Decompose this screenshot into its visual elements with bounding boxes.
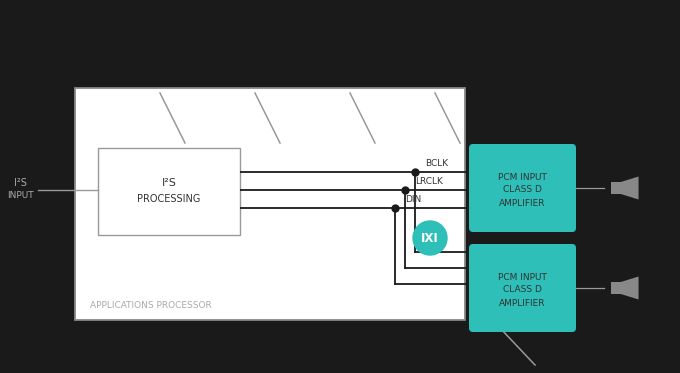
Text: AMPLIFIER: AMPLIFIER <box>499 298 546 307</box>
Circle shape <box>413 221 447 255</box>
Text: INPUT: INPUT <box>7 191 33 201</box>
Text: APPLICATIONS PROCESSOR: APPLICATIONS PROCESSOR <box>90 301 211 310</box>
Text: I²S: I²S <box>162 179 176 188</box>
Text: AMPLIFIER: AMPLIFIER <box>499 198 546 207</box>
Text: PCM INPUT: PCM INPUT <box>498 273 547 282</box>
Text: PROCESSING: PROCESSING <box>137 194 201 204</box>
Text: PCM INPUT: PCM INPUT <box>498 172 547 182</box>
FancyBboxPatch shape <box>98 148 240 235</box>
Text: IXI: IXI <box>421 232 439 244</box>
FancyBboxPatch shape <box>611 282 621 294</box>
Text: CLASS D: CLASS D <box>503 285 542 295</box>
Polygon shape <box>621 176 639 200</box>
Text: LRCLK: LRCLK <box>415 178 443 186</box>
Text: DIN: DIN <box>405 195 421 204</box>
FancyBboxPatch shape <box>469 144 576 232</box>
FancyBboxPatch shape <box>75 88 465 320</box>
Text: BCLK: BCLK <box>425 160 448 169</box>
FancyBboxPatch shape <box>469 244 576 332</box>
Text: I²S: I²S <box>14 178 27 188</box>
FancyBboxPatch shape <box>611 182 621 194</box>
Text: CLASS D: CLASS D <box>503 185 542 194</box>
Polygon shape <box>621 276 639 300</box>
